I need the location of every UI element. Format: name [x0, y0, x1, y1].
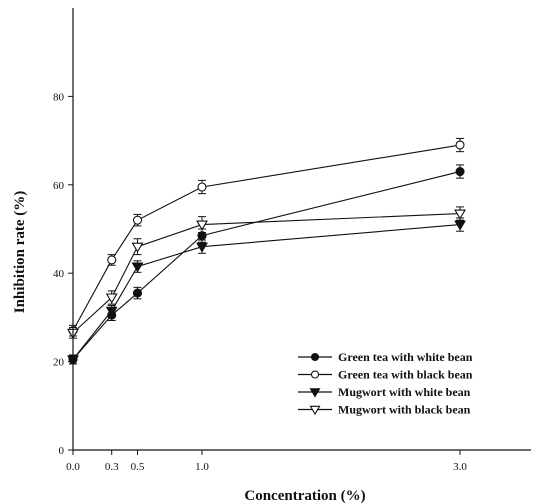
x-tick-label: 0.0	[66, 461, 80, 473]
series-3	[67, 217, 467, 366]
data-point	[105, 306, 118, 317]
x-tick-label: 0.5	[131, 461, 145, 473]
y-tick-label: 80	[53, 91, 65, 103]
y-axis-title: Inhibition rate (%)	[12, 191, 28, 314]
legend-marker	[310, 370, 320, 379]
series-4	[67, 206, 467, 339]
data-point	[131, 262, 144, 273]
legend-label: Mugwort with black bean	[338, 403, 471, 417]
series-line	[72, 171, 461, 360]
data-point	[132, 288, 143, 298]
legend: Green tea with white bean Green tea with …	[298, 350, 473, 417]
data-point	[196, 220, 208, 231]
legend-entry-1: Green tea with white bean	[298, 350, 473, 364]
data-point	[196, 242, 208, 253]
legend-label: Green tea with white bean	[338, 350, 473, 364]
series-line	[72, 224, 461, 360]
x-tick-label: 0.3	[105, 461, 119, 473]
y-tick-label: 40	[53, 268, 65, 280]
data-point	[454, 220, 467, 231]
y-tick-label: 60	[53, 180, 65, 192]
legend-entry-4: Mugwort with black bean	[298, 403, 471, 417]
data-point	[107, 255, 117, 265]
y-tick-label: 20	[53, 357, 65, 369]
legend-label: Green tea with black bean	[338, 368, 473, 382]
plot-layer	[67, 137, 467, 366]
x-axis-title: Concentration (%)	[244, 488, 365, 504]
legend-entry-2: Green tea with black bean	[298, 368, 473, 382]
x-tick-label: 1.0	[195, 461, 209, 473]
legend-entry-3: Mugwort with white bean	[298, 385, 471, 399]
data-point	[131, 242, 144, 253]
legend-marker	[309, 388, 321, 398]
series-line	[72, 144, 461, 331]
x-tick-label: 3.0	[453, 461, 467, 473]
data-point	[105, 293, 118, 304]
series-line	[72, 212, 461, 334]
data-point	[197, 182, 207, 192]
data-point	[454, 209, 467, 220]
data-point	[455, 166, 465, 177]
legend-marker	[310, 352, 320, 362]
series-2	[68, 137, 465, 337]
data-point	[455, 140, 465, 150]
legend-marker	[309, 405, 321, 416]
legend-label: Mugwort with white bean	[338, 385, 471, 399]
data-point	[132, 215, 143, 225]
y-tick-label: 0	[59, 445, 65, 457]
axes: 0 20 40 60 80 0.0 0.3 0.5 1.0 3.0	[53, 8, 531, 473]
